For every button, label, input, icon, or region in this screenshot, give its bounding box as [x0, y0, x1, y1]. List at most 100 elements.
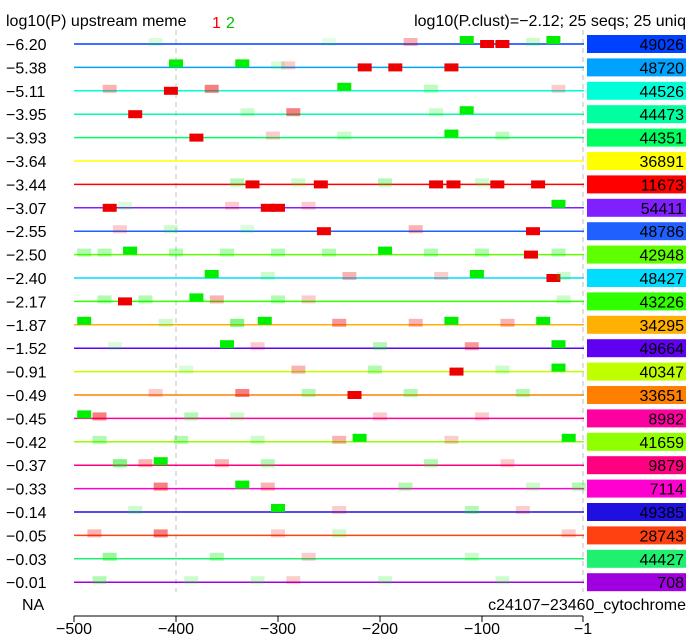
motif-site-1 [225, 201, 240, 210]
motif-site-2 [475, 248, 489, 257]
motif-site-1 [523, 250, 538, 259]
sequence-id: 54411 [641, 201, 684, 218]
motif-site-1 [475, 412, 489, 421]
motif-site-2 [107, 342, 122, 351]
motif-site-2 [546, 36, 561, 44]
motif-site-2 [250, 576, 265, 585]
pvalue-label: −5.11 [6, 84, 45, 101]
id-bar [587, 362, 686, 381]
pvalue-label: −2.40 [6, 271, 47, 288]
motif-site-2 [260, 272, 275, 280]
motif-site-2 [92, 435, 107, 444]
motif-site-2 [515, 389, 530, 397]
motif-site-2 [469, 270, 484, 278]
motif-site-1 [429, 180, 444, 189]
motif-site-2 [301, 389, 316, 397]
pvalue-label: −0.33 [6, 482, 47, 499]
id-bar [587, 198, 686, 217]
motif-site-1 [260, 203, 275, 212]
motif-site-2 [337, 131, 352, 140]
motif-site-2 [220, 248, 234, 257]
pvalue-label: −0.05 [6, 528, 47, 545]
motif-site-1 [271, 529, 285, 538]
motif-site-2 [250, 435, 265, 444]
motif-site-1 [332, 506, 347, 514]
motif-site-2 [77, 316, 92, 325]
id-bar [587, 105, 686, 124]
motif-site-1 [153, 529, 168, 538]
motif-site-2 [77, 410, 92, 419]
motif-site-2 [97, 295, 112, 304]
motif-site-2 [424, 459, 438, 468]
motif-site-1 [500, 318, 515, 327]
id-bar [587, 35, 686, 53]
motif-site-2 [169, 59, 183, 68]
motif-site-2 [123, 246, 138, 255]
x-tick-label: −300 [260, 621, 296, 637]
motif-site-2 [561, 433, 576, 442]
motif-site-1 [204, 84, 219, 93]
pvalue-label: −1.52 [6, 341, 47, 358]
motif-site-1 [342, 272, 357, 280]
motif-site-2 [220, 340, 234, 349]
sequence-id: 44427 [640, 552, 685, 569]
motif-site-2 [444, 316, 459, 325]
motif-site-2 [230, 318, 245, 327]
id-bar [587, 175, 686, 194]
motif-site-1 [546, 274, 561, 282]
motif-site-2 [153, 457, 168, 466]
id-bar [587, 503, 686, 521]
title-marker-2: 2 [226, 15, 235, 32]
id-bar [587, 456, 686, 475]
pvalue-label: −1.87 [6, 318, 47, 335]
motif-site-1 [102, 84, 117, 93]
motif-site-1 [301, 201, 316, 210]
id-bar [587, 152, 686, 170]
x-tick-label: −400 [158, 621, 194, 637]
motif-site-1 [128, 110, 143, 119]
na-label: NA [22, 597, 45, 614]
motif-site-2 [378, 246, 393, 255]
sequence-id: 708 [657, 575, 684, 592]
motif-site-1 [102, 203, 117, 212]
sequence-id: 48427 [640, 271, 685, 288]
motif-site-2 [118, 201, 132, 210]
motif-site-2 [378, 576, 393, 585]
sequence-id: 43226 [640, 294, 685, 311]
motif-site-2 [337, 82, 352, 91]
cluster-annotation: c24107−23460_cytochrome [488, 597, 686, 614]
motif-site-1 [515, 506, 530, 514]
id-bar [587, 526, 686, 545]
motif-site-1 [214, 459, 229, 468]
pvalue-label: −3.93 [6, 131, 47, 148]
motif-site-1 [332, 318, 347, 327]
motif-site-1 [490, 180, 505, 189]
motif-site-2 [158, 318, 173, 327]
sequence-id: 11673 [641, 177, 684, 194]
motif-site-2 [459, 36, 474, 44]
motif-site-1 [531, 180, 546, 189]
motif-site-2 [495, 131, 510, 140]
motif-site-2 [271, 61, 285, 70]
sequence-id: 8982 [648, 411, 684, 428]
x-tick-label: −1 [574, 621, 592, 637]
motif-site-2 [526, 38, 540, 46]
dashed-reference-lines [175, 30, 584, 592]
id-bar [587, 245, 686, 264]
pvalue-label: −2.55 [6, 224, 47, 241]
motif-site-2 [235, 480, 250, 489]
motif-site-2 [97, 248, 112, 257]
title-right: log10(P.clust)=−2.12; 25 seqs; 25 uniq [414, 13, 686, 30]
motif-site-2 [189, 293, 204, 302]
motif-site-2 [179, 365, 194, 374]
pvalue-label: −6.20 [6, 37, 47, 54]
pvalue-label: −5.38 [6, 60, 47, 77]
motif-site-1 [286, 108, 301, 117]
id-bar [587, 269, 686, 287]
x-tick-label: −100 [464, 621, 500, 637]
motif-site-1 [313, 180, 328, 189]
motif-site-2 [551, 340, 566, 349]
motif-site-2 [424, 248, 438, 257]
pvalue-label: −0.01 [6, 575, 47, 592]
motif-site-2 [403, 389, 418, 397]
